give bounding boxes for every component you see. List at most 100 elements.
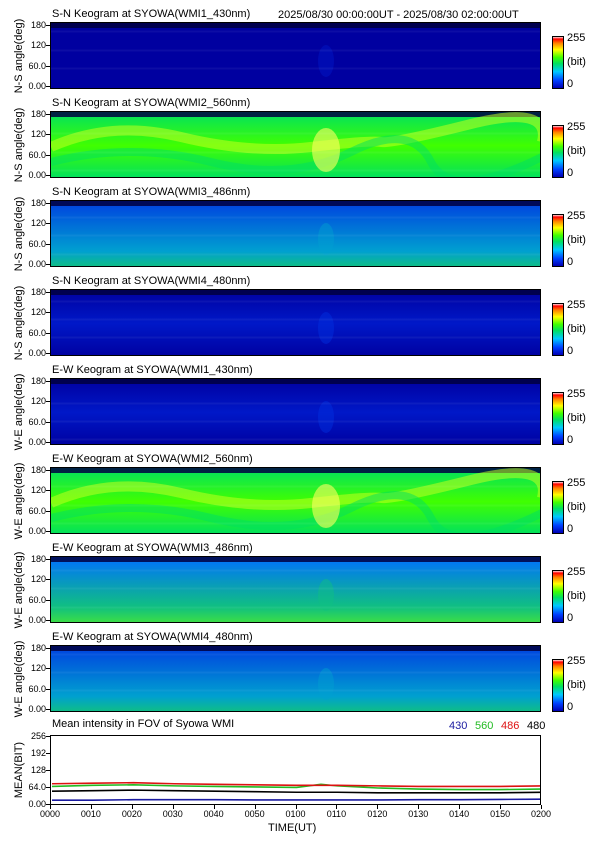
x-tick-mark [254, 805, 256, 809]
y-tick-label: 60.0 [28, 683, 46, 694]
keogram-plot [50, 378, 541, 445]
y-tick-mark [46, 45, 50, 47]
keogram-plot [50, 645, 541, 712]
x-tick-label: 0050 [244, 809, 265, 819]
y-tick-mark [46, 203, 50, 204]
y-tick-mark [46, 223, 50, 225]
y-tick-label: 0.00 [28, 170, 46, 180]
y-tick-label: 0.00 [28, 526, 46, 536]
y-tick-mark [46, 381, 50, 382]
line-y-tick-label: 0.00 [28, 799, 46, 809]
colorbar-min-label: 0 [567, 256, 574, 268]
colorbar [552, 659, 564, 712]
y-tick-label: 0.00 [28, 615, 46, 625]
keogram-plot [50, 111, 541, 178]
colorbar-unit-label: (bit) [567, 679, 586, 691]
y-tick-mark [46, 401, 50, 403]
x-tick-label: 0200 [530, 809, 552, 819]
panel-title: E-W Keogram at SYOWA(WMI1_430nm) [52, 364, 253, 376]
x-tick-label: 0040 [203, 809, 224, 819]
x-tick-label: 0110 [326, 809, 347, 819]
colorbar-max-label: 255 [567, 210, 586, 222]
y-tick-label: 60.0 [28, 505, 46, 516]
keogram-image [51, 379, 540, 444]
x-tick-mark [295, 805, 297, 809]
x-tick-mark [213, 805, 215, 809]
y-tick-label: 0.00 [28, 259, 46, 269]
colorbar [552, 303, 564, 356]
y-tick-label: 0.00 [28, 437, 46, 447]
y-tick-mark [46, 134, 50, 136]
x-tick-mark [377, 805, 379, 809]
line-y-tick-mark [46, 804, 50, 805]
keogram-image [51, 557, 540, 622]
line-y-tick-label: 256 [30, 731, 46, 741]
keogram-image [51, 646, 540, 711]
y-tick-mark [46, 292, 50, 293]
y-tick-label: 60.0 [28, 594, 46, 605]
y-tick-label: 60.0 [28, 327, 46, 338]
y-tick-label: 120 [30, 218, 46, 229]
y-tick-mark [46, 470, 50, 471]
colorbar-min-label: 0 [567, 701, 574, 713]
line-y-tick-mark [46, 736, 50, 737]
y-tick-label: 120 [30, 40, 46, 51]
y-tick-mark [46, 688, 50, 690]
x-tick-mark [131, 805, 133, 809]
keogram-image [51, 112, 540, 177]
colorbar-min-label: 0 [567, 434, 574, 446]
colorbar [552, 214, 564, 267]
line-chart-xlabel: TIME(UT) [268, 822, 317, 834]
x-tick-mark [172, 805, 174, 809]
y-tick-mark [46, 421, 50, 423]
y-tick-mark [46, 65, 50, 67]
x-tick-mark [500, 805, 502, 809]
keogram-image [51, 201, 540, 266]
panel-title: S-N Keogram at SYOWA(WMI2_560nm) [52, 97, 251, 109]
colorbar-unit-label: (bit) [567, 412, 586, 424]
x-tick-mark [541, 805, 542, 809]
y-tick-label: 120 [30, 396, 46, 407]
y-tick-mark [46, 332, 50, 334]
line-chart-svg [51, 781, 540, 802]
line-y-tick-label: 192 [30, 748, 46, 758]
line-y-tick-label: 64.0 [28, 782, 46, 792]
y-tick-mark [46, 490, 50, 492]
x-tick-label: 0030 [162, 809, 183, 819]
y-tick-label: 120 [30, 663, 46, 674]
colorbar-max-label: 255 [567, 121, 586, 133]
y-tick-label: 0.00 [28, 348, 46, 358]
line-y-tick-label: 128 [30, 765, 46, 775]
y-tick-label: 0.00 [28, 81, 46, 91]
colorbar-max-label: 255 [567, 388, 586, 400]
colorbar-unit-label: (bit) [567, 323, 586, 335]
colorbar-unit-label: (bit) [567, 145, 586, 157]
colorbar-max-label: 255 [567, 566, 586, 578]
y-tick-mark [46, 648, 50, 649]
x-tick-label: 0130 [408, 809, 429, 819]
x-tick-label: 0000 [39, 809, 61, 819]
y-tick-mark [46, 175, 50, 176]
line-y-tick-mark [46, 770, 50, 771]
colorbar [552, 36, 564, 89]
header-time-range: 2025/08/30 00:00:00UT - 2025/08/30 02:00… [278, 9, 519, 21]
y-tick-label: 60.0 [28, 149, 46, 160]
keogram-image [51, 468, 540, 533]
colorbar-max-label: 255 [567, 32, 586, 44]
x-tick-label: 0010 [80, 809, 101, 819]
legend-entry: 480 [527, 720, 546, 732]
colorbar-min-label: 0 [567, 167, 574, 179]
x-tick-mark [459, 805, 461, 809]
line-y-tick-mark [46, 787, 50, 788]
y-tick-mark [46, 620, 50, 621]
panel-title: E-W Keogram at SYOWA(WMI4_480nm) [52, 631, 253, 643]
colorbar-max-label: 255 [567, 477, 586, 489]
y-tick-label: 180 [30, 198, 46, 208]
x-tick-label: 0150 [490, 809, 511, 819]
y-tick-mark [46, 353, 50, 354]
keogram-plot [50, 289, 541, 356]
y-tick-label: 180 [30, 109, 46, 119]
colorbar [552, 125, 564, 178]
y-tick-mark [46, 510, 50, 512]
y-tick-mark [46, 599, 50, 601]
